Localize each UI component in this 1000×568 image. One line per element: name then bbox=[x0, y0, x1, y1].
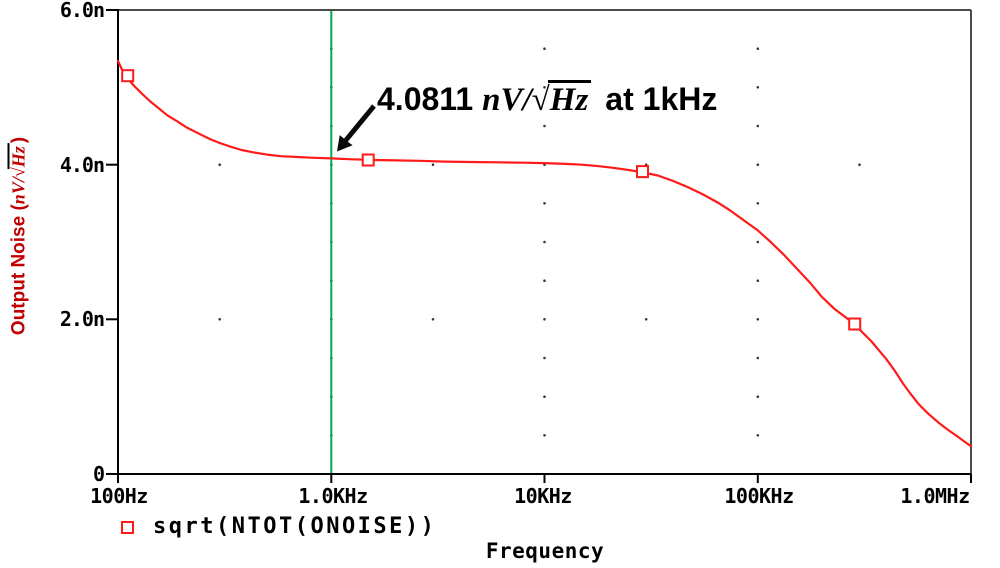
x-axis-title: Frequency bbox=[485, 539, 605, 563]
annotation-arrow bbox=[337, 104, 376, 152]
x-tick-label-100hz: 100Hz bbox=[90, 484, 148, 508]
legend-trace-marker-icon bbox=[121, 520, 134, 534]
sqrt-argument: Hz bbox=[547, 80, 592, 118]
y-tick-label-4n: 4.0n bbox=[59, 153, 105, 177]
tick-marks bbox=[106, 9, 972, 483]
y-tick-label-0: 0 bbox=[92, 462, 105, 486]
y-axis-title-prefix: Output Noise ( bbox=[8, 204, 30, 336]
cursor-value-annotation: 4.0811 nV/√Hz at 1kHz bbox=[377, 80, 717, 119]
annotation-unit-math: nV/√Hz bbox=[482, 80, 592, 118]
y-tick-label-6n: 6.0n bbox=[59, 0, 105, 22]
noise-curve[interactable] bbox=[116, 59, 973, 448]
sqrt-sign: √ bbox=[531, 82, 550, 118]
y-axis-unit-math: nV/√Hz bbox=[7, 143, 29, 204]
annotation-suffix: at 1kHz bbox=[605, 81, 718, 117]
legend-trace-label[interactable]: sqrt(NTOT(ONOISE)) bbox=[153, 514, 437, 539]
y-tick-label-2n: 2.0n bbox=[59, 307, 105, 331]
curve-marker[interactable] bbox=[636, 165, 649, 179]
x-tick-label-1khz: 1.0KHz bbox=[298, 484, 368, 508]
x-tick-label-1mhz: 1.0MHz bbox=[900, 484, 970, 508]
x-tick-label-100khz: 100KHz bbox=[724, 484, 794, 508]
y-axis-title-suffix: ) bbox=[8, 136, 30, 144]
y-axis-title: Output Noise (nV/√Hz) bbox=[7, 136, 31, 336]
legend-item-trace1[interactable]: sqrt(NTOT(ONOISE)) bbox=[121, 514, 436, 539]
curve-marker[interactable] bbox=[121, 69, 135, 83]
curve-marker[interactable] bbox=[848, 317, 862, 331]
sqrt-argument: Hz bbox=[7, 143, 29, 170]
x-tick-label-10khz: 10KHz bbox=[514, 484, 572, 508]
annotation-value: 4.0811 bbox=[377, 81, 474, 117]
curve-marker[interactable] bbox=[361, 153, 375, 167]
